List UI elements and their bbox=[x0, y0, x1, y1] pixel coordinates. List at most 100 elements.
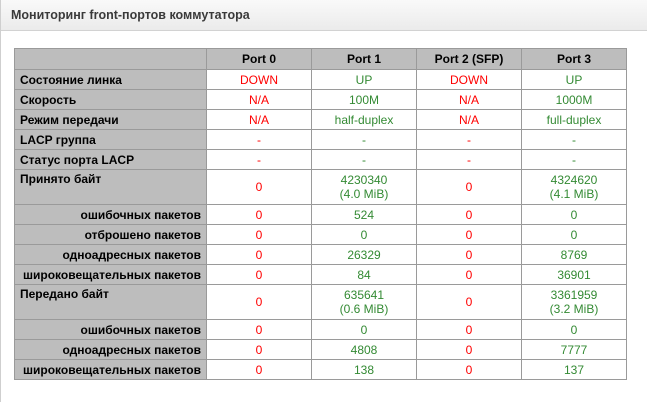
cell-value: 0 bbox=[465, 295, 473, 309]
cell-value: - bbox=[572, 152, 576, 167]
cell-value: UP bbox=[565, 72, 583, 87]
cell-value: 4808 bbox=[350, 342, 378, 357]
cell-port-1: 0 bbox=[311, 224, 417, 245]
cell-value: N/A bbox=[248, 112, 269, 127]
cell-value: - bbox=[467, 132, 471, 147]
column-header-port-3: Port 3 bbox=[521, 48, 627, 70]
table-row: одноадресных пакетов 0 26329 0 8769 bbox=[14, 244, 627, 265]
cell-port-0: 0 bbox=[206, 284, 312, 320]
cell-port-2: 0 bbox=[416, 244, 522, 265]
cell-port-1: 4230340 (4.0 MiB) bbox=[311, 169, 417, 205]
cell-port-0: N/A bbox=[206, 109, 312, 130]
cell-port-1: 84 bbox=[311, 264, 417, 285]
row-label: Режим передачи bbox=[14, 109, 207, 130]
cell-value: 4324620 bbox=[550, 173, 598, 187]
cell-value: - bbox=[257, 152, 261, 167]
cell-value: 0 bbox=[360, 322, 368, 337]
cell-port-1: 524 bbox=[311, 204, 417, 225]
cell-port-3: 137 bbox=[521, 359, 627, 380]
cell-port-2: 0 bbox=[416, 284, 522, 320]
cell-value: 0 bbox=[465, 322, 473, 337]
row-label: широковещательных пакетов bbox=[14, 264, 207, 285]
cell-port-2: 0 bbox=[416, 264, 522, 285]
cell-value: (4.0 MiB) bbox=[339, 187, 389, 201]
content-area: Port 0 Port 1 Port 2 (SFP) Port 3 Состояние… bbox=[1, 31, 647, 380]
cell-value: (0.6 MiB) bbox=[339, 302, 389, 316]
cell-port-0: 0 bbox=[206, 319, 312, 340]
cell-port-3: - bbox=[521, 149, 627, 170]
cell-value: 0 bbox=[255, 207, 263, 222]
cell-value: 0 bbox=[465, 267, 473, 282]
cell-value: 0 bbox=[465, 227, 473, 242]
cell-port-3: UP bbox=[521, 69, 627, 90]
row-label: Скорость bbox=[14, 89, 207, 110]
cell-port-3: 0 bbox=[521, 319, 627, 340]
cell-value: 7777 bbox=[560, 342, 588, 357]
cell-value: 8769 bbox=[560, 247, 588, 262]
cell-port-2: N/A bbox=[416, 89, 522, 110]
corner-cell bbox=[14, 48, 207, 70]
cell-port-2: 0 bbox=[416, 169, 522, 205]
cell-value: - bbox=[362, 152, 366, 167]
cell-value: 0 bbox=[255, 267, 263, 282]
column-header-port-2: Port 2 (SFP) bbox=[416, 48, 522, 70]
cell-value: 0 bbox=[360, 227, 368, 242]
cell-value: 0 bbox=[255, 342, 263, 357]
cell-value: 26329 bbox=[347, 247, 381, 262]
table-row: Режим передачи N/A half-duplex N/A full-dupl… bbox=[14, 109, 627, 130]
cell-value: 36901 bbox=[557, 267, 591, 282]
cell-port-3: 3361959 (3.2 MiB) bbox=[521, 284, 627, 320]
cell-port-3: 1000M bbox=[521, 89, 627, 110]
cell-port-2: - bbox=[416, 149, 522, 170]
table-row: широковещательных пакетов 0 138 0 137 bbox=[14, 359, 627, 380]
cell-port-2: N/A bbox=[416, 109, 522, 130]
cell-value: 0 bbox=[255, 227, 263, 242]
row-label: Передано байт bbox=[14, 284, 207, 320]
cell-value: 137 bbox=[563, 362, 585, 377]
cell-port-1: 100M bbox=[311, 89, 417, 110]
table-row: Состояние линка DOWN UP DOWN UP bbox=[14, 69, 627, 90]
row-label: широковещательных пакетов bbox=[14, 359, 207, 380]
cell-value: 635641 bbox=[343, 288, 385, 302]
cell-value: half-duplex bbox=[334, 112, 394, 127]
cell-port-3: 7777 bbox=[521, 339, 627, 360]
cell-value: 0 bbox=[465, 362, 473, 377]
page-title: Мониторинг front-портов коммутатора bbox=[11, 8, 250, 22]
column-header-port-0: Port 0 bbox=[206, 48, 312, 70]
table-row: Статус порта LACP - - - - bbox=[14, 149, 627, 170]
cell-value: 0 bbox=[255, 247, 263, 262]
ports-table: Port 0 Port 1 Port 2 (SFP) Port 3 Состояние… bbox=[14, 48, 627, 380]
cell-port-0: N/A bbox=[206, 89, 312, 110]
cell-port-0: 0 bbox=[206, 169, 312, 205]
table-header-row: Port 0 Port 1 Port 2 (SFP) Port 3 bbox=[14, 48, 627, 70]
cell-port-2: 0 bbox=[416, 224, 522, 245]
cell-port-0: 0 bbox=[206, 339, 312, 360]
cell-port-1: 0 bbox=[311, 319, 417, 340]
cell-value: UP bbox=[355, 72, 373, 87]
cell-value: N/A bbox=[248, 92, 269, 107]
table-row: ошибочных пакетов 0 524 0 0 bbox=[14, 204, 627, 225]
cell-port-0: 0 bbox=[206, 264, 312, 285]
panel-header: Мониторинг front-портов коммутатора bbox=[1, 0, 647, 31]
table-row: ошибочных пакетов 0 0 0 0 bbox=[14, 319, 627, 340]
cell-value: 524 bbox=[353, 207, 375, 222]
cell-value: - bbox=[572, 132, 576, 147]
cell-port-3: - bbox=[521, 129, 627, 150]
row-label: Статус порта LACP bbox=[14, 149, 207, 170]
table-row: Принято байт 0 4230340 (4.0 MiB) 0 4324620 (4.… bbox=[14, 169, 627, 205]
row-label: одноадресных пакетов bbox=[14, 339, 207, 360]
cell-value: 1000M bbox=[555, 92, 593, 107]
cell-port-0: 0 bbox=[206, 359, 312, 380]
table-row: широковещательных пакетов 0 84 0 36901 bbox=[14, 264, 627, 285]
cell-value: (4.1 MiB) bbox=[549, 187, 599, 201]
cell-port-2: - bbox=[416, 129, 522, 150]
cell-value: 0 bbox=[255, 322, 263, 337]
cell-value: DOWN bbox=[240, 72, 278, 87]
cell-value: 0 bbox=[465, 342, 473, 357]
cell-port-0: 0 bbox=[206, 204, 312, 225]
cell-value: 0 bbox=[465, 207, 473, 222]
cell-port-2: 0 bbox=[416, 359, 522, 380]
cell-value: N/A bbox=[458, 92, 479, 107]
cell-value: 3361959 bbox=[550, 288, 598, 302]
cell-port-1: - bbox=[311, 129, 417, 150]
